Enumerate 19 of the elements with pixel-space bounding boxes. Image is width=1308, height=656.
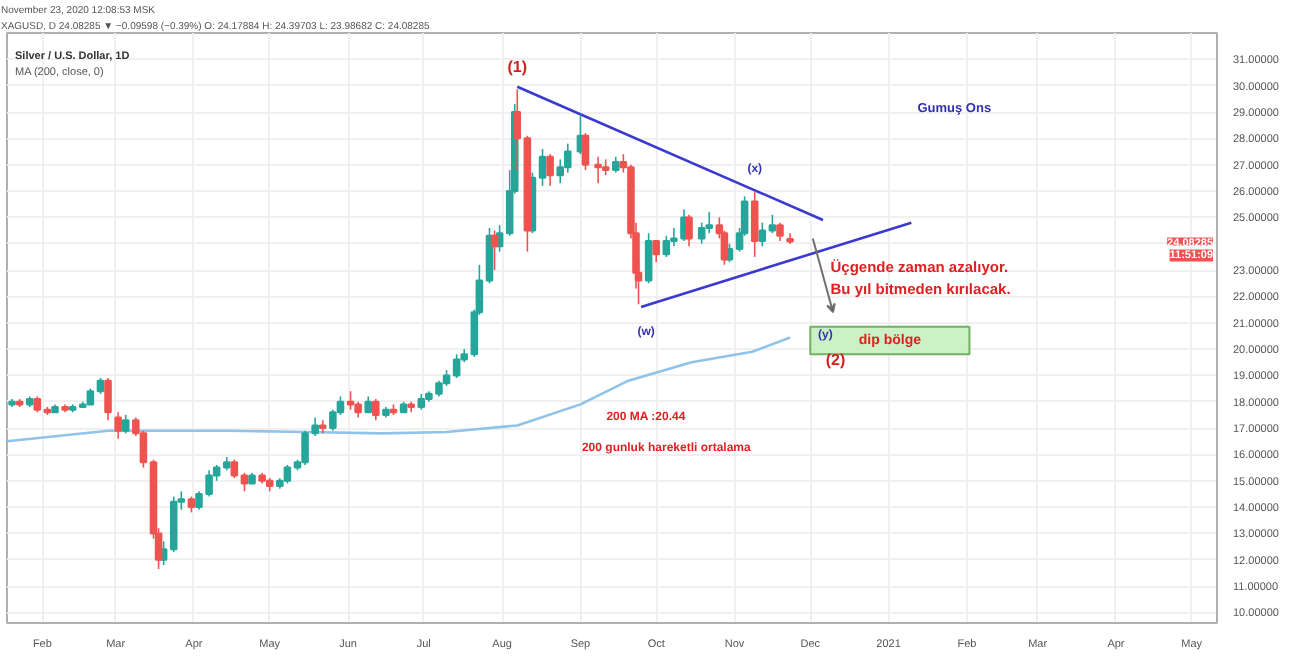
candlestick [652, 240, 660, 263]
candlestick [104, 377, 112, 421]
candlestick [685, 213, 693, 248]
candlestick [490, 229, 499, 271]
candlestick [594, 155, 602, 184]
candlestick [750, 190, 759, 258]
annotation: (1) [507, 58, 528, 77]
candlestick [121, 414, 130, 435]
annotation: (2) [825, 350, 847, 369]
candlestick [581, 132, 590, 171]
candlestick [644, 232, 653, 285]
candlestick [546, 153, 554, 187]
candlestick [776, 221, 784, 242]
candlestick [372, 398, 380, 421]
line-series [7, 336, 792, 443]
candlestick [114, 411, 122, 440]
candlestick [169, 495, 178, 553]
candlestick [662, 235, 671, 258]
candlestick [346, 390, 355, 411]
